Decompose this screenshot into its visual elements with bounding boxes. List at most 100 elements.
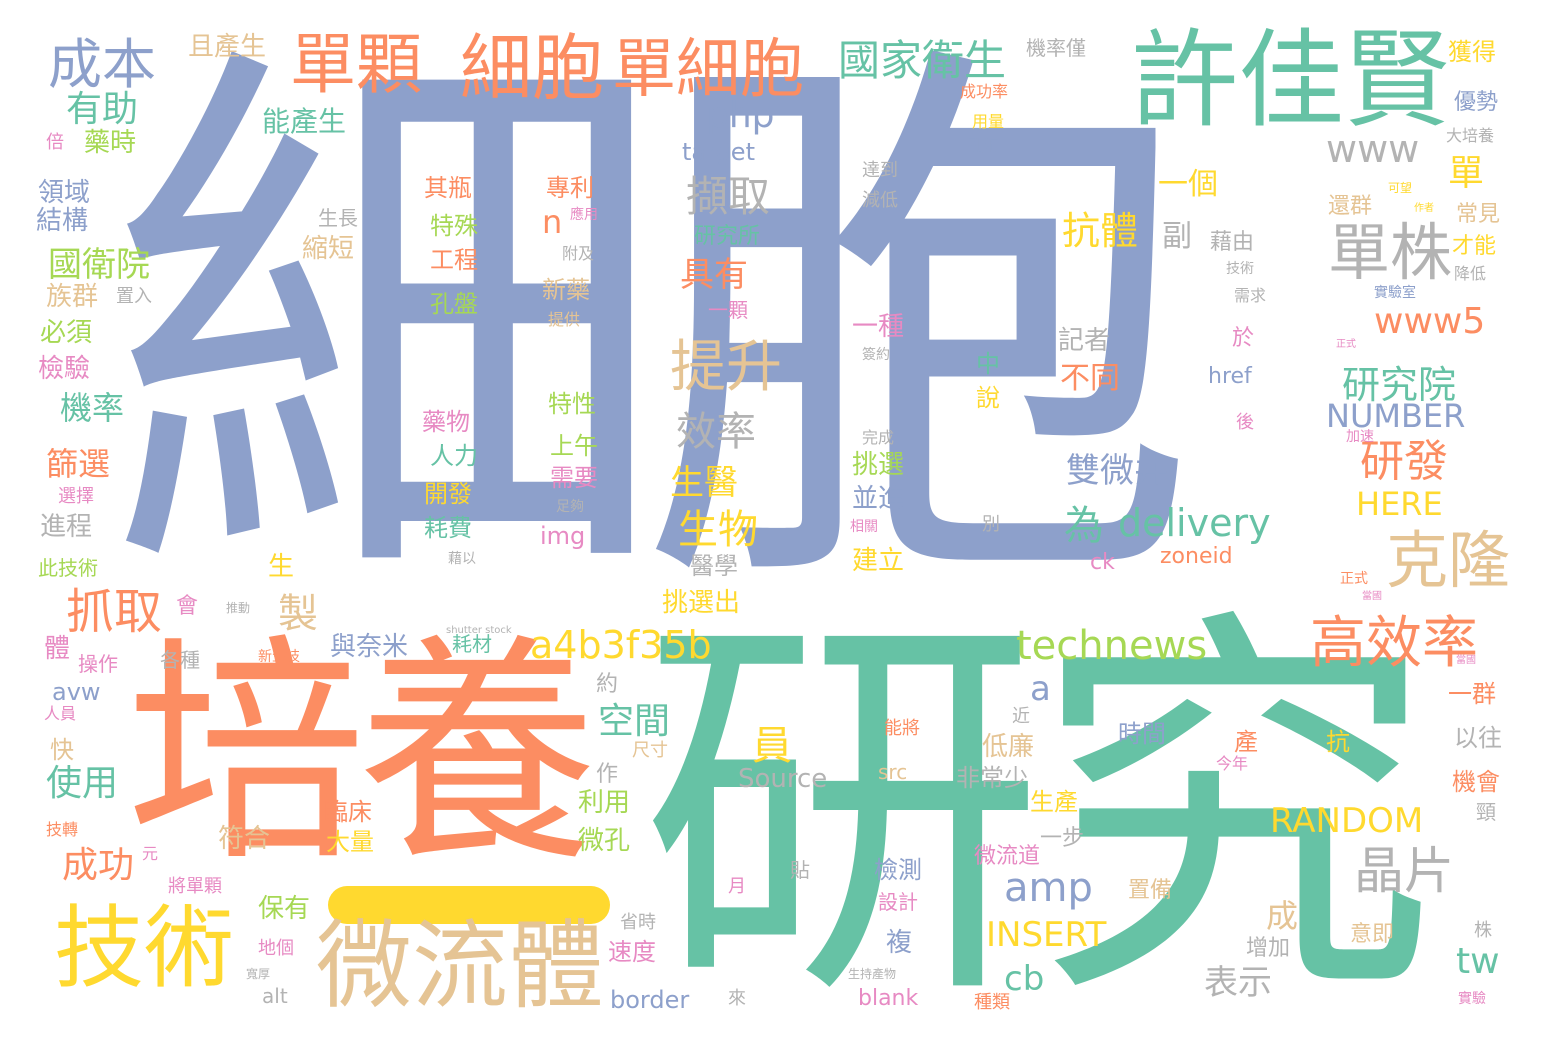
word-zhibei: 置備	[1128, 878, 1173, 903]
word-xiangguan: 相關	[850, 519, 878, 535]
word-keyi: 可望	[1388, 181, 1413, 195]
word-renli: 人力	[430, 442, 478, 470]
word-danxibao: 單細胞	[612, 33, 804, 107]
word-avw: avw	[52, 678, 101, 706]
word-zhuanli: 專利	[546, 174, 594, 202]
word-yibu: 一步	[1040, 826, 1085, 851]
word-php: php	[706, 95, 775, 136]
word-kuai: 快	[50, 736, 74, 764]
word-border: border	[610, 986, 690, 1014]
word-juyou: 具有	[680, 255, 748, 295]
word-haofei: 耗費	[424, 514, 472, 542]
word-yanjiu: 研究	[640, 579, 1436, 1049]
word-yanfa: 研發	[1360, 436, 1448, 487]
word-zhiru: 置入	[116, 286, 152, 307]
word-dapeiyang: 大培養	[1446, 126, 1495, 145]
word-shengzhang: 生長	[318, 206, 358, 230]
word-kangti: 抗體	[1062, 209, 1139, 253]
word-peiyang: 培養	[126, 614, 598, 894]
word-xuqiu: 需求	[1234, 286, 1267, 305]
word-yaowu: 藥物	[422, 408, 470, 436]
word-bingjin: 並進	[852, 484, 905, 514]
word-insert: INSERT	[986, 915, 1107, 955]
word-tie: 貼	[790, 858, 810, 882]
word-caozuo: 操作	[78, 652, 118, 676]
word-liyong: 利用	[578, 788, 631, 818]
word-jilv: 機率	[60, 389, 125, 427]
word-kongpan: 孔盤	[430, 290, 478, 318]
word-jing: 頸	[1476, 800, 1496, 824]
word-qiaoyue: 簽約	[862, 347, 890, 363]
word-zhu: 株	[1474, 920, 1492, 941]
word-zugou: 足夠	[556, 499, 584, 515]
word-kongjian: 空間	[598, 701, 671, 742]
word-yige: 一個	[1158, 167, 1218, 202]
word-daliang: 大量	[326, 828, 374, 856]
word-jiasu: 加速	[1346, 429, 1374, 445]
word-jianshao: 減低	[862, 190, 898, 211]
word-weikong: 微孔	[578, 826, 631, 856]
word-jincheng: 進程	[40, 512, 93, 542]
word-guojia: 國家衛生	[838, 36, 1007, 85]
word-hui: 會	[176, 594, 199, 619]
word-kuanyu: 寬厚	[246, 967, 271, 981]
word-nengjiang: 能將	[884, 718, 920, 739]
word-wei: 為	[1064, 503, 1104, 549]
word-yuneimi: 與奈米	[330, 632, 409, 662]
word-zuozhe: 作者	[1414, 203, 1434, 214]
word-shengchan: 生產	[1030, 788, 1078, 816]
word-tuidong: 推動	[226, 601, 251, 615]
word-weiliuti: 微流體	[316, 910, 604, 1022]
word-jin: 今年	[1216, 754, 1249, 773]
word-shengshi: 省時	[620, 912, 656, 933]
word-weiliudao: 微流道	[974, 844, 1041, 869]
word-wancheng: 完成	[862, 428, 895, 447]
word-yaoshi: 藥時	[84, 128, 137, 158]
word-linchuang: 臨床	[324, 798, 372, 826]
word-sheng: 生	[268, 552, 295, 582]
word-jiangdi: 降低	[1454, 264, 1487, 283]
word-yu: 於	[1232, 326, 1255, 351]
word-www: www	[1326, 127, 1420, 171]
word-jianyan: 檢驗	[38, 354, 91, 384]
word-yuan2: 元	[142, 844, 159, 863]
word-zhuanyao: 將單顆	[168, 876, 222, 897]
word-alt: alt	[262, 984, 288, 1008]
word-xiequ: 擷取	[686, 172, 771, 221]
word-gaoxiaolu: 高效率	[1310, 611, 1478, 676]
word-jieyou: 藉由	[1210, 230, 1255, 255]
word-jin2: 近	[1012, 706, 1030, 727]
word-chengben: 成本	[48, 33, 156, 96]
word-yanjiusuo: 研究所	[694, 224, 761, 249]
word-jihui: 機會	[1452, 768, 1500, 796]
word-shangwu: 上午	[550, 432, 598, 460]
word-xiangshao: 非常少	[956, 764, 1028, 792]
word-xibao-small: 細胞	[460, 26, 605, 110]
highlight-bar	[328, 886, 610, 924]
word-butong: 不同	[1060, 361, 1120, 396]
word-xinyao: 新藥	[542, 276, 590, 304]
word-xuyao: 需要	[550, 464, 598, 492]
word-technews: technews	[1016, 623, 1208, 669]
word-cheng: 成	[1266, 897, 1299, 935]
word-n: n	[542, 203, 563, 241]
word-zhi: 製	[278, 591, 318, 637]
word-jianli: 建立	[852, 546, 905, 576]
word-yizhong: 一種	[852, 312, 905, 342]
word-youshi: 優勢	[1454, 90, 1499, 115]
word-suoduan: 縮短	[302, 234, 355, 264]
word-chichang: 生持產物	[848, 967, 897, 981]
word-source: Source	[738, 764, 828, 794]
word-a: a	[1030, 669, 1051, 709]
word-fu2: 複	[886, 928, 913, 958]
word-shijian: 時間	[1118, 720, 1166, 748]
word-tiaoxuanchu: 挑選出	[662, 588, 741, 618]
word-delivery: delivery	[1118, 501, 1271, 545]
word-changjian: 常見	[1456, 202, 1501, 227]
word-chan: 產	[1234, 728, 1258, 756]
word-shiyan: 實驗	[1458, 991, 1486, 1007]
word-bei: 倍	[46, 132, 64, 153]
word-amp: amp	[1004, 865, 1093, 911]
word-here: HERE	[1356, 485, 1443, 523]
word-tisheng: 提升	[670, 335, 782, 400]
